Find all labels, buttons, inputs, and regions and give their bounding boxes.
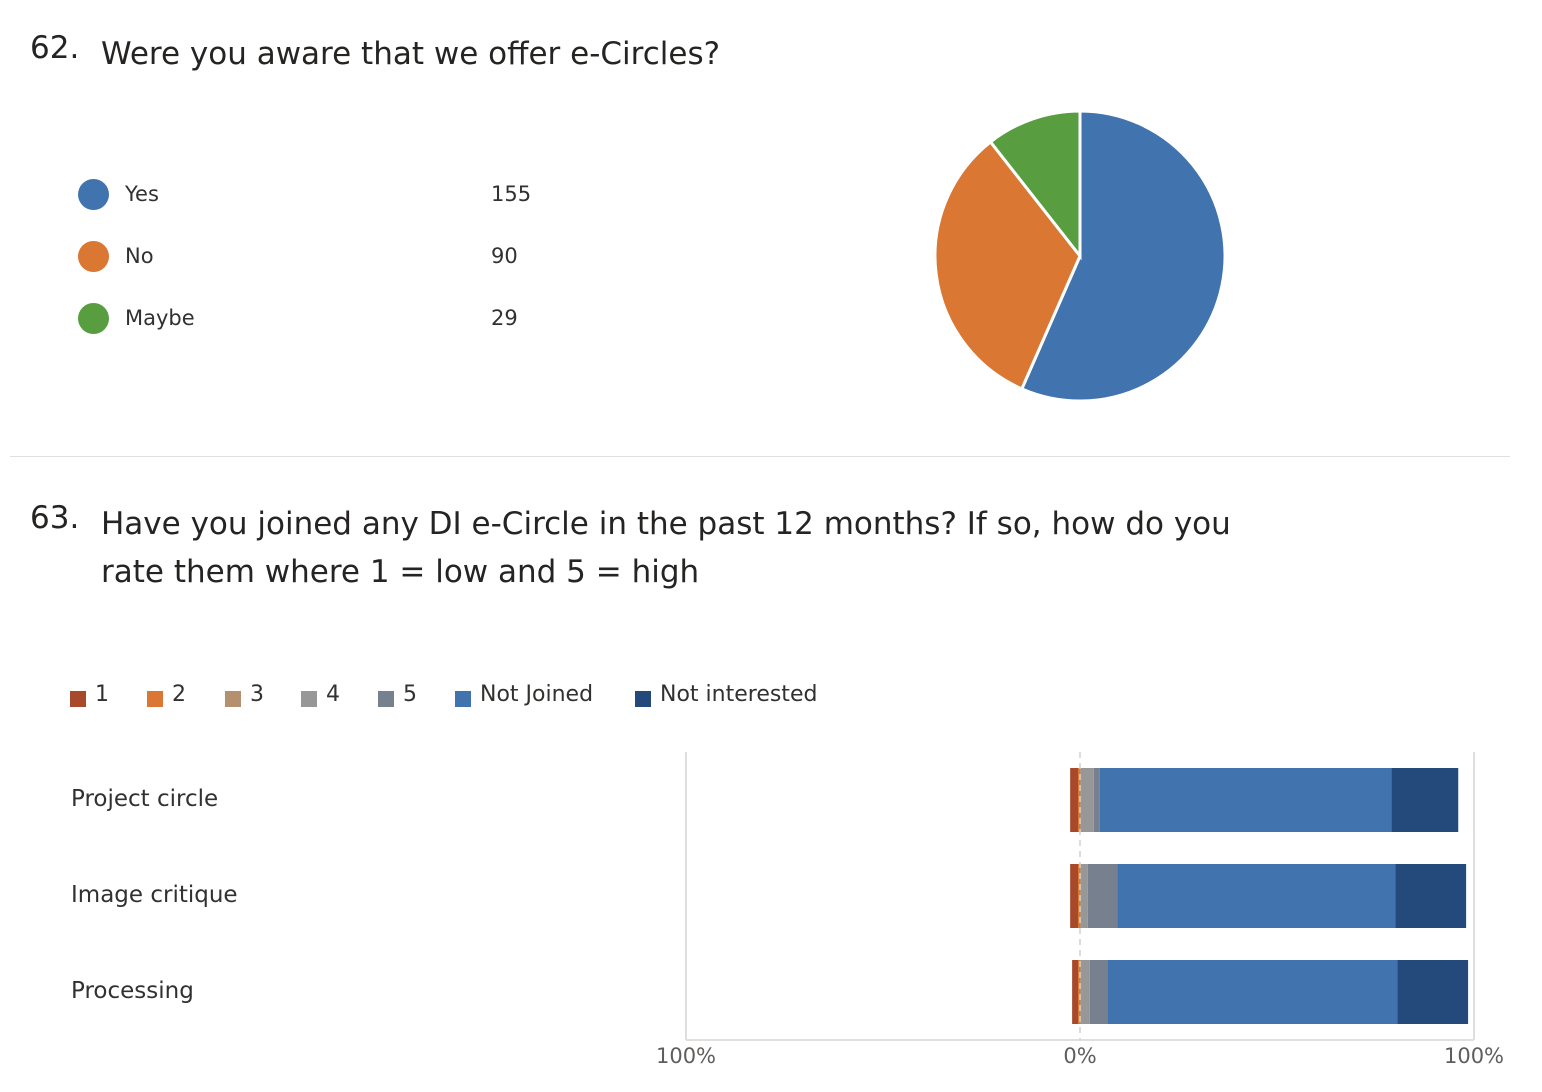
awareness-pie-chart (933, 109, 1227, 403)
legend-label: 5 (403, 682, 417, 707)
bar-segment-4 (1081, 864, 1088, 928)
question-62-number: 62. (30, 30, 80, 66)
bar-segment-not-joined (1107, 960, 1398, 1024)
bar-segment-1 (1070, 864, 1079, 928)
legend-label: Not interested (660, 682, 818, 707)
bar-segment-4 (1081, 768, 1094, 832)
question-62-title: Were you aware that we offer e-Circles? (101, 36, 721, 72)
bar-segment-4 (1081, 960, 1090, 1024)
section-divider (10, 456, 1510, 457)
pie-slice-yes (1019, 109, 1227, 403)
x-tick-label: 100% (656, 1044, 716, 1068)
option-no: No 90 (78, 241, 578, 273)
rating-legend: 1 2 3 4 5 Not Joined Not interested (70, 682, 970, 714)
bar-segment-5 (1089, 960, 1108, 1024)
bar-segment-2 (1078, 864, 1080, 928)
bar-segment-1 (1070, 768, 1079, 832)
legend-label: 3 (250, 682, 264, 707)
bar-segment-not-interested (1391, 768, 1459, 832)
option-count: 90 (491, 244, 518, 268)
maybe-dot-icon (78, 303, 109, 334)
legend-swatch (147, 691, 163, 707)
legend-label: 1 (95, 682, 109, 707)
x-tick-label: 100% (1444, 1044, 1504, 1068)
question-63-title: Have you joined any DI e-Circle in the p… (101, 506, 1231, 590)
bar-segment-5 (1087, 864, 1118, 928)
row-label-image-critique: Image critique (71, 882, 238, 908)
bar-segment-5 (1093, 768, 1100, 832)
bar-segment-not-interested (1397, 960, 1469, 1024)
option-count: 29 (491, 306, 518, 330)
legend-swatch (225, 691, 241, 707)
option-label: No (125, 244, 154, 268)
legend-swatch (378, 691, 394, 707)
legend-swatch (635, 691, 651, 707)
bar-segment-not-joined (1099, 768, 1392, 832)
no-dot-icon (78, 241, 109, 272)
bar-segment-2 (1078, 960, 1080, 1024)
legend-swatch (301, 691, 317, 707)
yes-dot-icon (78, 179, 109, 210)
legend-label: 2 (172, 682, 186, 707)
legend-swatch (455, 691, 471, 707)
row-label-processing: Processing (71, 978, 194, 1004)
legend-label: Not Joined (480, 682, 594, 707)
legend-swatch (70, 691, 86, 707)
option-count: 155 (491, 182, 532, 206)
pie-slice-maybe (988, 109, 1082, 261)
bar-segment-not-interested (1395, 864, 1467, 928)
x-tick-label: 0% (1063, 1044, 1096, 1068)
bar-segment-3 (1080, 960, 1082, 1024)
question-63-number: 63. (30, 500, 80, 536)
option-label: Maybe (125, 306, 195, 330)
bar-segment-3 (1080, 864, 1082, 928)
bar-segment-1 (1072, 960, 1079, 1024)
row-label-project-circle: Project circle (71, 786, 219, 812)
pie-slice-no (933, 139, 1082, 391)
legend-label: 4 (326, 682, 340, 707)
bar-segment-3 (1080, 768, 1082, 832)
option-maybe: Maybe 29 (78, 303, 578, 335)
option-label: Yes (125, 182, 159, 206)
bar-segment-not-joined (1117, 864, 1396, 928)
bar-segment-2 (1078, 768, 1080, 832)
option-yes: Yes 155 (78, 179, 578, 211)
